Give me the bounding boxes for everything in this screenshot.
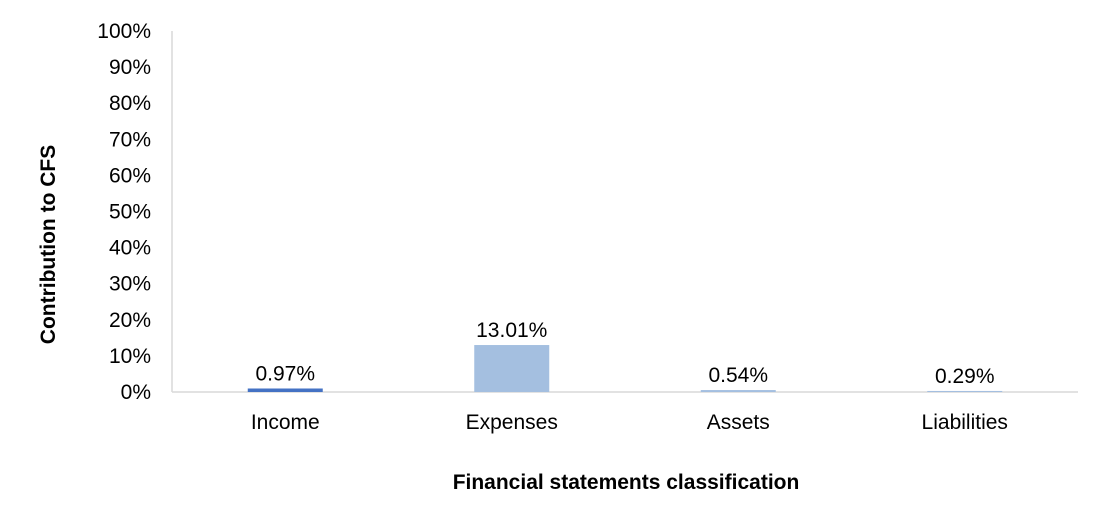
bar-expenses [474,345,550,392]
y-tick-label: 70% [109,128,151,151]
x-tick-label-assets: Assets [707,411,770,434]
y-tick-label: 30% [109,273,151,296]
y-tick-label: 10% [109,345,151,368]
y-tick-label: 50% [109,201,151,224]
bar-assets [700,390,776,392]
y-tick-label: 0% [121,381,151,404]
data-label-expenses: 13.01% [476,319,547,342]
bar-income [247,388,323,392]
bars-group: 0.97% 13.01% 0.54% 0.29% [247,319,1003,392]
data-label-assets: 0.54% [708,364,768,387]
x-axis-ticks: Income Expenses Assets Liabilities [251,411,1008,434]
y-tick-label: 90% [109,56,151,79]
y-axis-ticks: 0% 10% 20% 30% 40% 50% 60% 70% 80% 90% 100% [97,20,151,404]
data-label-income: 0.97% [255,362,315,385]
y-tick-label: 80% [109,92,151,115]
y-tick-label: 100% [97,20,151,43]
y-tick-label: 20% [109,309,151,332]
x-tick-label-expenses: Expenses [466,411,558,434]
x-tick-label-liabilities: Liabilities [922,411,1008,434]
y-tick-label: 60% [109,164,151,187]
data-label-liabilities: 0.29% [935,365,995,388]
x-axis-title: Financial statements classification [453,471,800,494]
y-axis-title: Contribution to CFS [37,145,60,344]
bar-liabilities [927,390,1003,392]
y-tick-label: 40% [109,237,151,260]
x-tick-label-income: Income [251,411,320,434]
